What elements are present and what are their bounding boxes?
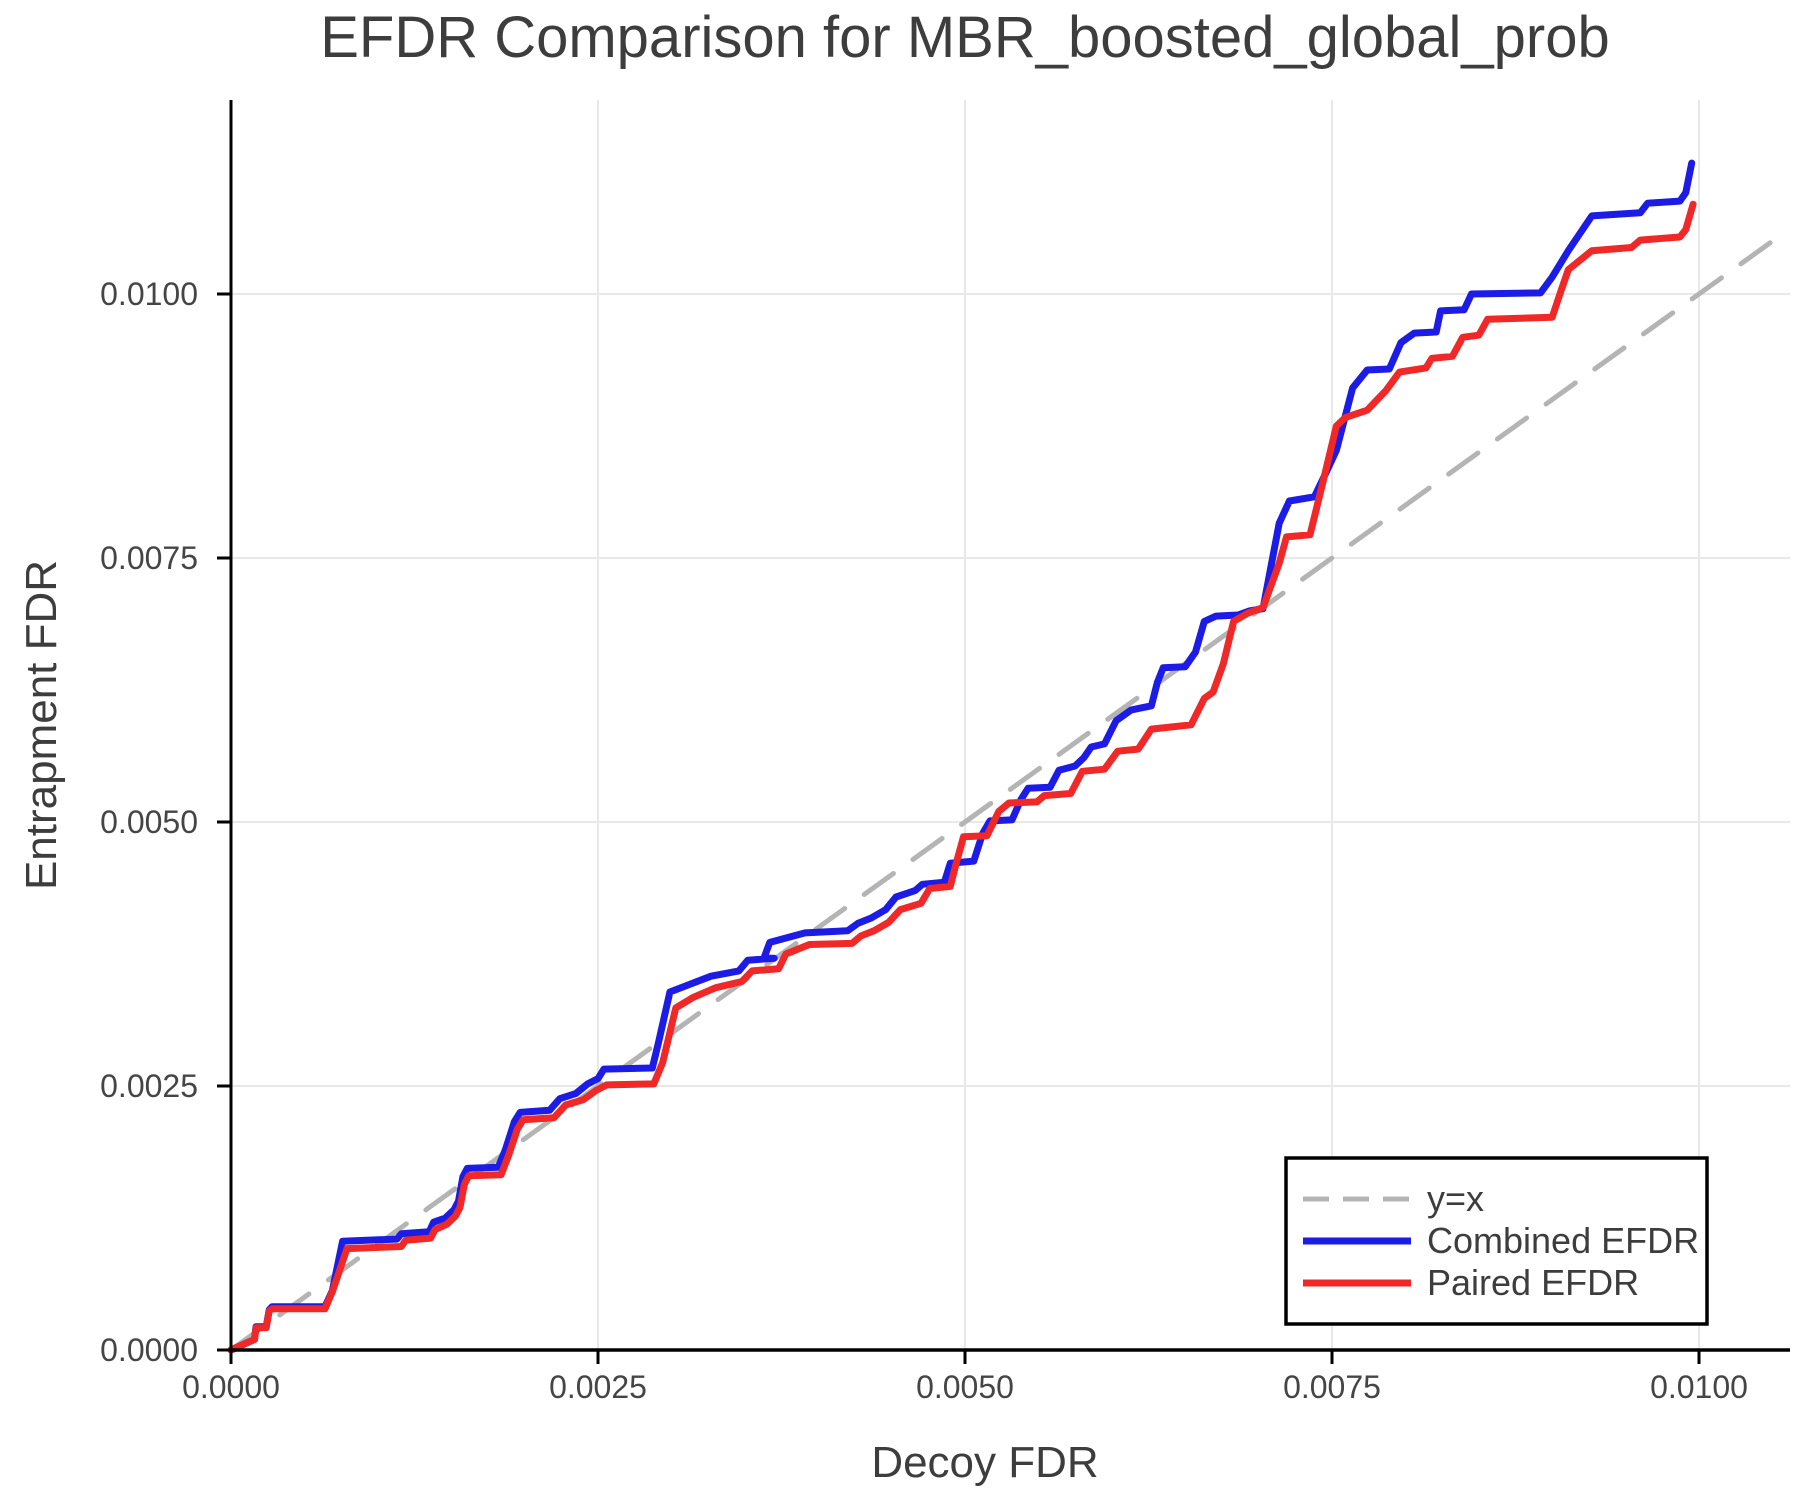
y-axis-label: Entrapment FDR bbox=[17, 560, 66, 890]
x-tick-label: 0.0000 bbox=[182, 1369, 280, 1405]
x-tick-label: 0.0100 bbox=[1650, 1369, 1748, 1405]
y-tick-label: 0.0025 bbox=[100, 1068, 198, 1104]
series-y-x bbox=[228, 228, 1790, 1353]
legend: y=x Combined EFDR Paired EFDR bbox=[1284, 1156, 1709, 1326]
y-tick-label: 0.0075 bbox=[100, 540, 198, 576]
x-tick-label: 0.0025 bbox=[549, 1369, 647, 1405]
legend-label-yx: y=x bbox=[1427, 1178, 1484, 1219]
x-axis-label: Decoy FDR bbox=[871, 1438, 1098, 1487]
x-tick-label: 0.0075 bbox=[1283, 1369, 1381, 1405]
y-tick-label: 0.0100 bbox=[100, 276, 198, 312]
legend-label-paired-efdr: Paired EFDR bbox=[1427, 1262, 1639, 1303]
y-tick-label: 0.0000 bbox=[100, 1332, 198, 1368]
axes-spines-ticks bbox=[217, 100, 1790, 1364]
x-tick-label: 0.0050 bbox=[916, 1369, 1014, 1405]
legend-label-combined-efdr: Combined EFDR bbox=[1427, 1220, 1699, 1261]
tick-labels: 0.0000 0.0025 0.0050 0.0075 0.0100 0.0000 0.00… bbox=[100, 276, 1748, 1405]
series-lines bbox=[227, 159, 1790, 1354]
series-paired-efdr bbox=[227, 200, 1697, 1354]
y-tick-label: 0.0050 bbox=[100, 804, 198, 840]
chart-title: EFDR Comparison for MBR_boosted_global_p… bbox=[320, 5, 1610, 70]
